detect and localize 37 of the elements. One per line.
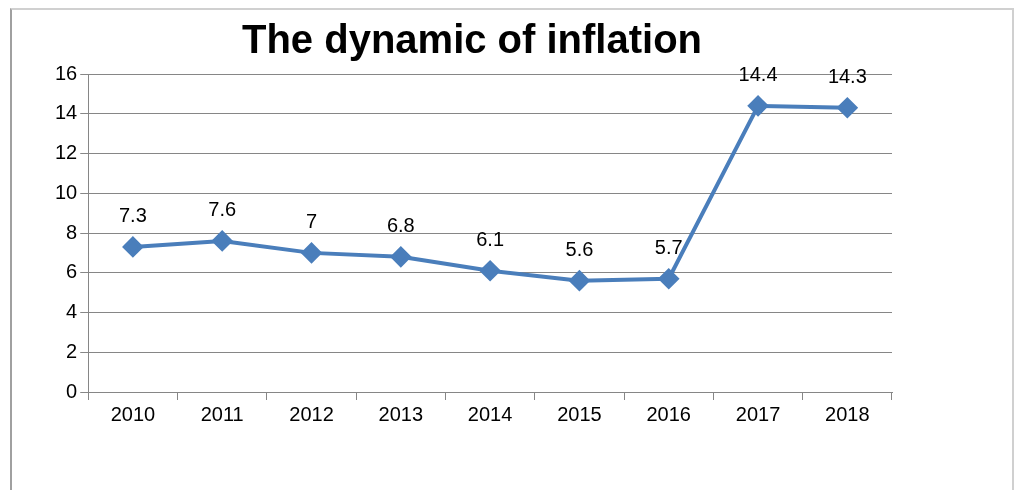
point [837, 97, 858, 118]
data-label: 14.3 [827, 65, 867, 88]
point [390, 246, 411, 267]
data-label: 6.8 [386, 214, 415, 237]
point [658, 268, 679, 289]
y-tick-label: 14 [55, 101, 78, 124]
x-tick-label: 2015 [557, 402, 602, 425]
chart-title: The dynamic of inflation [241, 17, 703, 62]
x-tick-label: 2016 [646, 402, 691, 425]
data-label: 5.7 [654, 236, 683, 259]
x-tick-label: 2013 [378, 402, 424, 425]
y-tick-label: 6 [66, 260, 78, 283]
x-tick-label: 2011 [200, 402, 244, 425]
y-tick-label: 2 [66, 339, 78, 362]
point [748, 95, 769, 116]
y-tick-label: 4 [66, 300, 78, 323]
data-label: 7.3 [118, 204, 147, 227]
point [569, 270, 590, 291]
y-tick-label: 16 [55, 61, 78, 84]
data-label: 7.6 [208, 198, 237, 221]
point [301, 242, 322, 263]
y-tick-label: 8 [66, 220, 78, 243]
data-label: 5.6 [565, 238, 594, 261]
x-tick-label: 2012 [289, 402, 334, 425]
data-label: 6.1 [476, 228, 505, 251]
data-label: 7 [305, 210, 318, 233]
y-tick-label: 10 [55, 180, 78, 203]
y-tick-label: 0 [66, 379, 78, 402]
point [480, 260, 501, 281]
point [212, 230, 233, 251]
x-tick-label: 2010 [110, 402, 156, 425]
x-tick-label: 2017 [735, 402, 781, 425]
point [122, 236, 143, 257]
data-label: 14.4 [738, 63, 778, 86]
x-tick-label: 2018 [825, 402, 870, 425]
x-tick-label: 2014 [467, 402, 513, 425]
y-tick-label: 12 [55, 141, 78, 164]
